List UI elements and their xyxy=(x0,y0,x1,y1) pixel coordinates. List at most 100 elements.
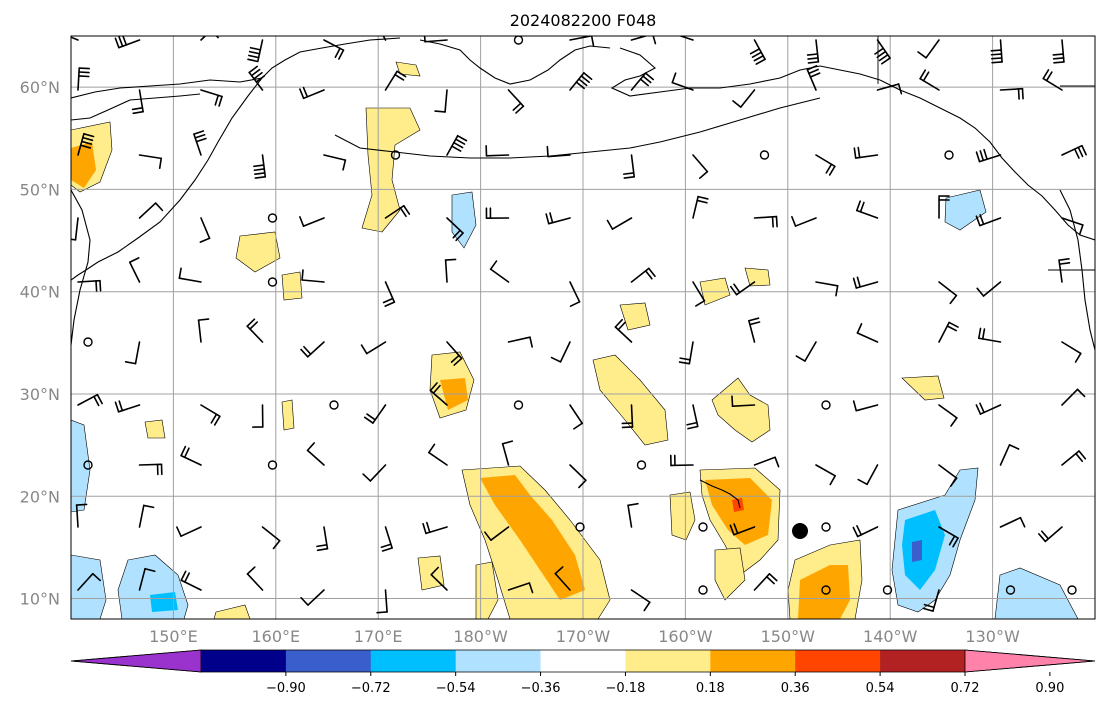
wind-barb xyxy=(669,454,694,467)
lon-label: 140°W xyxy=(863,627,918,646)
negative-region xyxy=(451,191,477,249)
wind-barb xyxy=(485,207,510,219)
wind-barb xyxy=(729,523,756,536)
lon-label: 160°E xyxy=(251,627,300,646)
positive-region xyxy=(417,555,445,591)
wind-barb xyxy=(919,69,940,91)
positive-region xyxy=(705,478,772,545)
calm-wind-marker xyxy=(513,400,524,410)
wind-barb xyxy=(678,341,694,365)
wind-barb xyxy=(855,200,879,219)
wind-barb xyxy=(1061,388,1086,406)
lon-label: 180°W xyxy=(453,627,508,646)
wind-barb xyxy=(686,404,699,430)
wind-barb xyxy=(77,393,103,407)
colorbar-tick-label: −0.36 xyxy=(521,681,561,696)
positive-region xyxy=(798,565,850,619)
positive-region xyxy=(475,561,499,619)
wind-barb xyxy=(938,321,959,343)
negative-region xyxy=(71,554,107,619)
wind-barb xyxy=(806,65,821,91)
calm-wind-marker xyxy=(329,400,339,410)
wind-barb xyxy=(852,276,879,289)
wind-barb xyxy=(197,318,210,343)
positive-region xyxy=(235,231,281,273)
lat-label: 50°N xyxy=(20,180,60,199)
wind-barb xyxy=(382,281,396,307)
wind-barb xyxy=(857,464,879,486)
positive-region xyxy=(71,142,96,188)
wind-barb xyxy=(246,566,264,591)
wind-barb xyxy=(938,281,958,305)
colorbar-segment xyxy=(540,650,626,672)
wind-barb xyxy=(71,36,79,41)
colorbar-tick-label: −0.72 xyxy=(351,681,391,696)
wind-barb xyxy=(753,456,780,468)
negative-region xyxy=(944,189,987,231)
positive-region xyxy=(213,604,251,619)
wind-barb xyxy=(376,589,388,614)
wind-barb xyxy=(180,445,202,466)
calm-wind-marker xyxy=(1005,585,1016,595)
wind-barb xyxy=(138,202,164,219)
wind-barb xyxy=(1042,69,1063,91)
wind-barb xyxy=(815,154,836,176)
lon-label: 130°W xyxy=(965,627,1020,646)
wind-barb xyxy=(692,154,709,179)
colorbar-tick-label: 0.72 xyxy=(951,681,980,696)
wind-barb xyxy=(853,146,879,159)
wind-barb xyxy=(806,39,820,64)
lon-label: 160°W xyxy=(658,627,713,646)
wind-barb xyxy=(731,395,756,407)
wind-barb xyxy=(748,317,761,343)
wind-barb xyxy=(990,39,1003,64)
coastline-siberia-east xyxy=(71,93,201,121)
wind-barb xyxy=(446,134,468,156)
latitude-labels: 10°N 20°N 30°N 40°N 50°N 60°N xyxy=(20,78,60,608)
wind-barb xyxy=(1061,450,1087,466)
colorbar-tick-label: 0.36 xyxy=(781,681,810,696)
wind-barb xyxy=(422,521,448,535)
colorbar-tick-label: 0.90 xyxy=(1035,681,1064,696)
calm-wind-marker xyxy=(267,277,278,287)
calm-wind-marker xyxy=(882,585,893,595)
wind-barb xyxy=(938,404,958,427)
wind-barb xyxy=(753,215,778,228)
wind-barb xyxy=(852,400,879,412)
calm-wind-marker xyxy=(698,585,708,595)
calm-wind-marker xyxy=(759,150,770,160)
wind-barb xyxy=(200,89,223,107)
positive-region xyxy=(144,419,166,439)
wind-barb xyxy=(1061,144,1087,159)
wind-barb xyxy=(484,526,510,541)
wind-barb xyxy=(546,145,571,158)
positive-region xyxy=(714,547,746,601)
negative-region xyxy=(71,419,91,513)
lat-label: 40°N xyxy=(20,283,60,302)
negative-region xyxy=(902,510,945,590)
lon-label: 150°W xyxy=(761,627,816,646)
calm-wind-marker xyxy=(575,522,585,532)
colorbar xyxy=(70,649,1096,673)
wind-barb xyxy=(77,67,91,91)
wind-barb xyxy=(124,341,141,365)
negative-region xyxy=(994,567,1079,619)
wind-barb xyxy=(428,443,448,466)
wind-barb xyxy=(732,89,756,108)
wind-barb xyxy=(507,582,534,594)
wind-barb xyxy=(248,65,266,91)
lat-label: 30°N xyxy=(20,385,60,404)
wind-barb xyxy=(569,464,587,489)
wind-barb xyxy=(71,217,79,241)
wind-barb xyxy=(671,72,694,91)
wind-barb xyxy=(630,589,651,612)
wind-barb xyxy=(791,215,817,227)
wind-barb xyxy=(975,214,1002,227)
calm-wind-marker xyxy=(821,400,831,410)
wind-barb xyxy=(815,281,839,297)
wind-barb xyxy=(569,281,581,307)
colorbar-tick-label: −0.90 xyxy=(266,681,306,696)
wind-barb xyxy=(200,404,221,426)
wind-barb xyxy=(753,573,778,591)
wind-barb xyxy=(630,267,656,283)
